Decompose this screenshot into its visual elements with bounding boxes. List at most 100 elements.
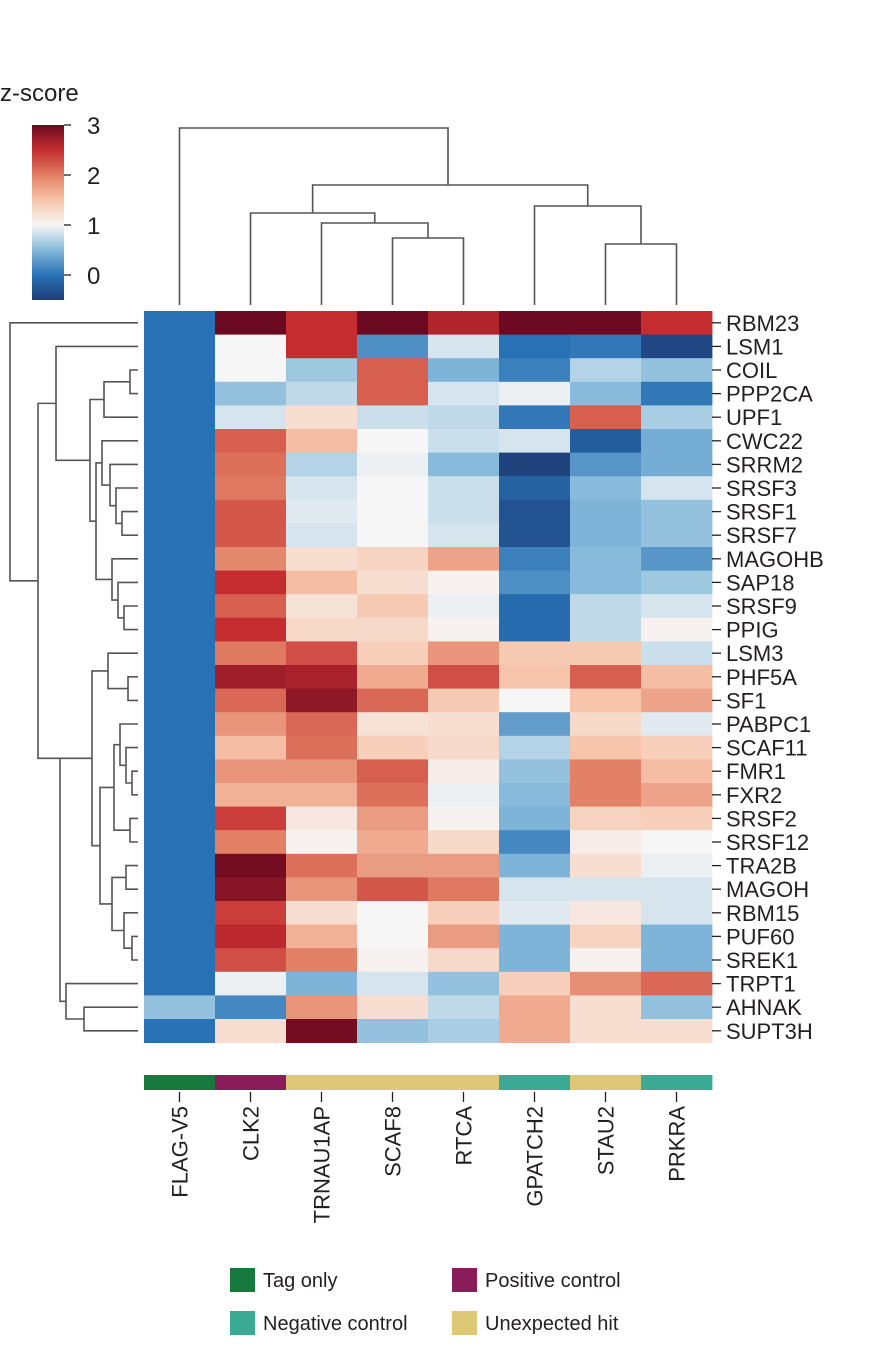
heatmap-cell-trpt1-flag-v5 <box>144 971 216 996</box>
heatmap-cell-lsm1-stau2 <box>570 334 642 359</box>
heatmap-cell-scaf11-scaf8 <box>357 735 429 760</box>
heatmap-cell-tra2b-trnau1ap <box>286 853 358 878</box>
row-dendrogram-link <box>103 381 138 418</box>
row-label-ppig: PPIG <box>726 618 779 643</box>
heatmap-cell-scaf11-trnau1ap <box>286 735 358 760</box>
heatmap-cell-rbm15-scaf8 <box>357 901 429 925</box>
heatmap-cell-tra2b-clk2 <box>215 853 287 878</box>
heatmap-cell-cwc22-clk2 <box>215 429 287 453</box>
column-label-rtca: RTCA <box>452 1106 477 1166</box>
heatmap-cell-fxr2-flag-v5 <box>144 783 216 807</box>
heatmap-cell-puf60-gpatch2 <box>499 924 571 949</box>
legend-label-positive-control: Positive control <box>485 1270 621 1292</box>
heatmap-cell-srsf7-flag-v5 <box>144 523 216 548</box>
heatmap-cell-pabpc1-scaf8 <box>357 712 429 737</box>
heatmap-cell-srrm2-rtca <box>428 452 500 477</box>
heatmap-cell-srsf7-rtca <box>428 523 500 548</box>
heatmap-cell-srsf3-rtca <box>428 476 500 501</box>
heatmap-cell-sap18-stau2 <box>570 570 642 595</box>
heatmap-cell-ppig-clk2 <box>215 617 287 642</box>
heatmap-cell-ahnak-flag-v5 <box>144 995 216 1020</box>
heatmap-cell-rbm15-gpatch2 <box>499 901 571 925</box>
heatmap-cell-phf5a-rtca <box>428 665 500 689</box>
heatmap-cell-srek1-scaf8 <box>357 948 429 973</box>
heatmap-cell-coil-rtca <box>428 358 500 383</box>
row-label-supt3h: SUPT3H <box>726 1019 813 1044</box>
heatmap-cell-ppig-gpatch2 <box>499 617 571 642</box>
colorbar-tick-label: 2 <box>87 163 100 190</box>
heatmap-cell-sf1-stau2 <box>570 688 642 713</box>
heatmap-cell-puf60-rtca <box>428 924 500 949</box>
row-dendrogram-link <box>131 770 138 796</box>
row-label-srek1: SREK1 <box>726 948 798 973</box>
row-label-srsf3: SRSF3 <box>726 476 797 501</box>
heatmap-cell-supt3h-trnau1ap <box>286 1019 358 1043</box>
heatmap-cell-srsf9-trnau1ap <box>286 594 358 619</box>
heatmap-cell-fmr1-trnau1ap <box>286 759 358 784</box>
row-dendrogram-link <box>113 743 130 831</box>
row-dendrogram-link <box>107 652 138 690</box>
heatmap-cell-srsf9-stau2 <box>570 594 642 619</box>
heatmap-cell-cwc22-scaf8 <box>357 429 429 453</box>
heatmap-cell-magoh-scaf8 <box>357 877 429 902</box>
row-dendrogram-link <box>37 402 92 760</box>
heatmap-cell-upf1-flag-v5 <box>144 405 216 430</box>
heatmap-cell-rbm23-scaf8 <box>357 311 429 335</box>
heatmap-cell-sap18-clk2 <box>215 570 287 595</box>
heatmap-cell-srrm2-flag-v5 <box>144 452 216 477</box>
heatmap-cell-srrm2-scaf8 <box>357 452 429 477</box>
column-label-stau2: STAU2 <box>594 1106 619 1175</box>
group-bar-flag-v5 <box>144 1075 216 1090</box>
heatmap-cell-srsf7-scaf8 <box>357 523 429 548</box>
heatmap-cell-sap18-prkra <box>641 570 713 595</box>
heatmap-cell-ahnak-scaf8 <box>357 995 429 1020</box>
heatmap-cell-puf60-scaf8 <box>357 924 429 949</box>
column-group-bar <box>144 1075 713 1090</box>
row-label-rbm15: RBM15 <box>726 901 799 926</box>
heatmap-cell-srsf1-flag-v5 <box>144 499 216 524</box>
heatmap-cell-upf1-clk2 <box>215 405 287 430</box>
row-label-tra2b: TRA2B <box>726 854 797 879</box>
heatmap-cell-sap18-gpatch2 <box>499 570 571 595</box>
heatmap-cell-srek1-clk2 <box>215 948 287 973</box>
heatmap-cell-srsf9-prkra <box>641 594 713 619</box>
row-label-srsf9: SRSF9 <box>726 594 797 619</box>
heatmap-cell-phf5a-stau2 <box>570 665 642 689</box>
legend-label-unexpected-hit: Unexpected hit <box>485 1313 619 1335</box>
heatmap-cell-scaf11-flag-v5 <box>144 735 216 760</box>
row-label-coil: COIL <box>726 358 777 383</box>
heatmap-cell-coil-scaf8 <box>357 358 429 383</box>
heatmap-cell-magohb-stau2 <box>570 547 642 571</box>
heatmap-cell-trpt1-stau2 <box>570 971 642 996</box>
group-bar-prkra <box>641 1075 713 1090</box>
heatmap-cell-magohb-trnau1ap <box>286 547 358 571</box>
heatmap-cell-srsf2-scaf8 <box>357 806 429 831</box>
heatmap-cell-srek1-stau2 <box>570 948 642 973</box>
column-label-prkra: PRKRA <box>665 1106 690 1182</box>
heatmap-cell-ahnak-stau2 <box>570 995 642 1020</box>
heatmap-cell-sap18-scaf8 <box>357 570 429 595</box>
column-dendrogram-link <box>391 237 465 305</box>
heatmap-cell-srsf9-scaf8 <box>357 594 429 619</box>
heatmap-cell-srsf9-clk2 <box>215 594 287 619</box>
heatmap-cell-ppp2ca-gpatch2 <box>499 381 571 406</box>
heatmap-cell-lsm1-prkra <box>641 334 713 359</box>
heatmap-cell-trpt1-trnau1ap <box>286 971 358 996</box>
row-dendrogram-link <box>125 864 138 890</box>
row-label-lsm1: LSM1 <box>726 334 783 359</box>
heatmap-cell-srek1-flag-v5 <box>144 948 216 973</box>
heatmap-cell-srsf2-rtca <box>428 806 500 831</box>
heatmap-cell-rbm23-prkra <box>641 311 713 335</box>
row-dendrogram-link <box>121 510 138 536</box>
column-label-clk2: CLK2 <box>239 1106 264 1161</box>
heatmap-cell-srsf3-flag-v5 <box>144 476 216 501</box>
heatmap-cell-cwc22-prkra <box>641 429 713 453</box>
colorbar-tick-label: 1 <box>87 213 100 240</box>
heatmap-cell-fxr2-stau2 <box>570 783 642 807</box>
heatmap-cell-tra2b-flag-v5 <box>144 853 216 878</box>
colorbar-tick-label: 0 <box>87 263 100 290</box>
heatmap-cell-lsm3-rtca <box>428 641 500 666</box>
row-dendrogram-link <box>109 463 138 507</box>
row-label-scaf11: SCAF11 <box>726 736 808 761</box>
heatmap-cell-srsf12-flag-v5 <box>144 830 216 855</box>
